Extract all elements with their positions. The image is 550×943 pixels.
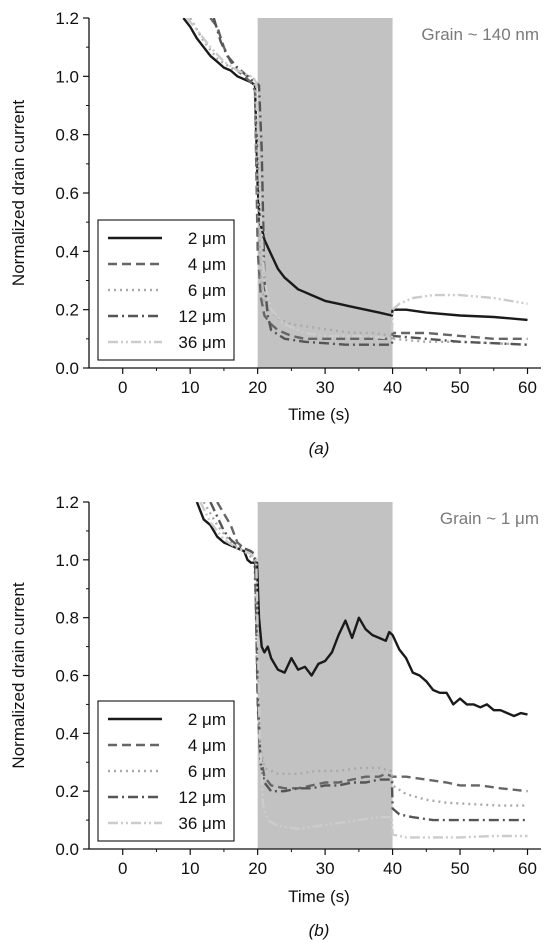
grain-size-annotation: Grain ~ 140 nm (421, 25, 539, 44)
x-tick-label: 20 (248, 378, 267, 397)
shaded-region (257, 18, 393, 368)
legend-label: 36 μm (178, 814, 226, 833)
legend-label: 6 μm (188, 762, 226, 781)
y-tick-label: 1.2 (55, 9, 79, 28)
y-tick-label: 0.4 (55, 724, 79, 743)
x-tick-label: 20 (248, 859, 267, 878)
y-tick-label: 0.8 (55, 609, 79, 628)
legend: 2 μm 4 μm 6 μm 12 μm 36 μm (97, 219, 235, 361)
series-group (195, 502, 528, 839)
legend: 2 μm 4 μm 6 μm 12 μm 36 μm (97, 700, 235, 842)
x-axis-label: Time (s) (288, 887, 350, 906)
y-tick-label: 0.0 (55, 840, 79, 859)
x-tick-label: 50 (451, 859, 470, 878)
legend-label: 6 μm (188, 281, 226, 300)
y-tick-label: 0.6 (55, 184, 79, 203)
y-axis-label: Normalized drain current (9, 582, 28, 768)
series-line-2mum (195, 502, 528, 718)
y-tick-label: 0.2 (55, 301, 79, 320)
y-tick-label: 1.0 (55, 67, 79, 86)
y-tick-label: 0.2 (55, 782, 79, 801)
series-line-36mum (199, 502, 528, 839)
y-tick-label: 0.6 (55, 667, 79, 686)
y-axis-label: Normalized drain current (9, 100, 28, 286)
x-tick-label: 30 (316, 859, 335, 878)
x-tick-label: 0 (118, 378, 127, 397)
legend-label: 12 μm (178, 788, 226, 807)
chart-panel-a: 0 10 20 30 40 50 60 0.0 0.2 0.4 0.6 0.8 1.0 1.2 Time (… (9, 9, 541, 458)
x-tick-label: 60 (518, 378, 537, 397)
x-axis-label: Time (s) (288, 405, 350, 424)
x-tick-label: 40 (383, 859, 402, 878)
series-line-12mum (209, 502, 528, 822)
y-tick-label: 0.4 (55, 242, 79, 261)
legend-label: 2 μm (188, 229, 226, 248)
x-tick-label: 10 (181, 859, 200, 878)
x-tick-label: 60 (518, 859, 537, 878)
x-tick-label: 10 (181, 378, 200, 397)
chart-panel-b: 0 10 20 30 40 50 60 0.0 0.2 0.4 0.6 0.8 1.0 1.2 Time (… (9, 493, 541, 940)
series-group (182, 18, 528, 346)
y-tick-label: 1.0 (55, 551, 79, 570)
legend-label: 2 μm (188, 710, 226, 729)
x-tick-label: 0 (118, 859, 127, 878)
y-tick-label: 0.0 (55, 359, 79, 378)
x-tick-label: 40 (383, 378, 402, 397)
legend-label: 36 μm (178, 333, 226, 352)
legend-label: 4 μm (188, 736, 226, 755)
y-tick-label: 0.8 (55, 126, 79, 145)
grain-size-annotation: Grain ~ 1 μm (440, 509, 539, 528)
x-tick-label: 50 (451, 378, 470, 397)
panel-label: (a) (309, 439, 330, 458)
x-tick-label: 30 (316, 378, 335, 397)
y-tick-label: 1.2 (55, 493, 79, 512)
legend-label: 4 μm (188, 255, 226, 274)
legend-label: 12 μm (178, 307, 226, 326)
shaded-region (257, 502, 393, 849)
panel-label: (b) (309, 921, 330, 940)
series-line-36mum (185, 18, 528, 340)
